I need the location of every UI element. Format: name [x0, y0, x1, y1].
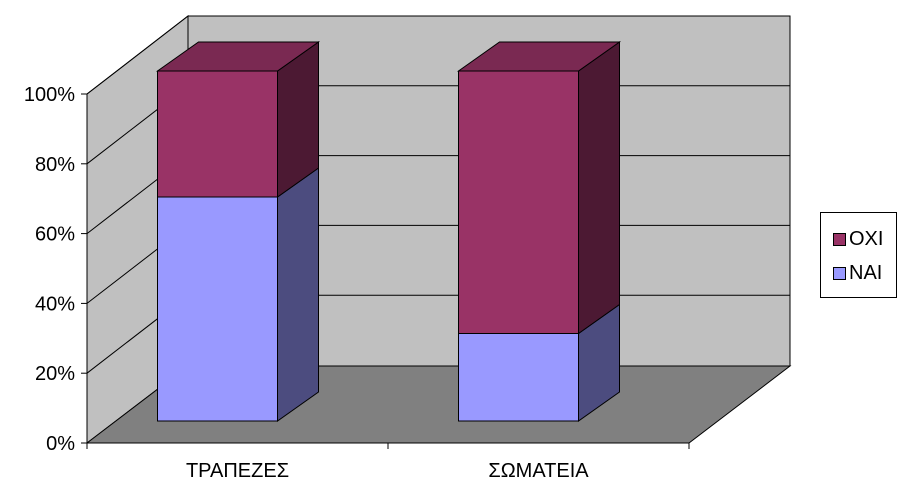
y-tick-label: 80% — [35, 154, 75, 176]
bar-front — [458, 70, 579, 334]
gridline-diagonal — [86, 15, 189, 95]
bar-top — [456, 41, 622, 72]
bar-front — [458, 333, 579, 422]
bars — [155, 41, 622, 422]
legend: ΟΧΙ ΝΑΙ — [820, 212, 897, 298]
x-category-label: ΣΩΜΑΤΕΙΑ — [488, 460, 589, 480]
legend-label-oxi: ΟΧΙ — [849, 228, 884, 250]
legend-swatch-nai — [833, 266, 846, 280]
axes: 0% 20% 40% 60% 80% 100% ΤΡΑΠΕΖΕΣ ΣΩΜΑΤΕΙΑ — [24, 84, 690, 480]
bar-segment — [456, 41, 622, 335]
bar-top — [155, 41, 321, 72]
legend-item-oxi: ΟΧΙ — [833, 227, 883, 251]
bar-segment — [157, 167, 319, 422]
y-tick-label: 40% — [35, 293, 75, 315]
bar-side — [277, 167, 319, 422]
legend-swatch-oxi — [833, 232, 846, 246]
legend-label-nai: ΝΑΙ — [849, 262, 883, 284]
y-tick-label: 0% — [46, 433, 75, 455]
y-tick-label: 20% — [35, 363, 75, 385]
bar-front — [157, 196, 278, 422]
bar-segment — [155, 41, 321, 198]
y-tick-label: 100% — [24, 84, 75, 106]
bar-segment — [458, 303, 620, 422]
bar-front — [157, 70, 278, 198]
x-category-label: ΤΡΑΠΕΖΕΣ — [186, 460, 289, 480]
y-tick-label: 60% — [35, 224, 75, 246]
bar-side — [578, 41, 620, 335]
legend-item-nai: ΝΑΙ — [833, 261, 882, 285]
